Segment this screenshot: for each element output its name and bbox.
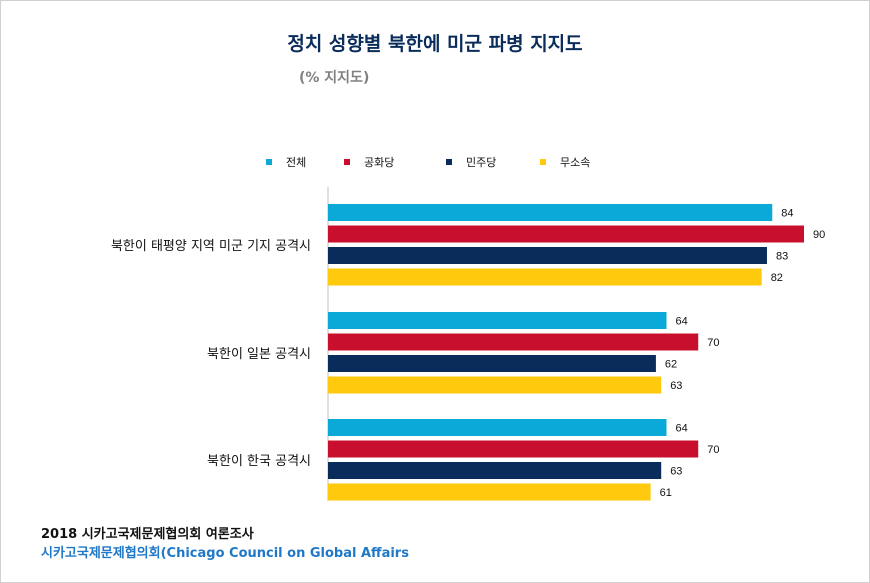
category-label: 북한이 일본 공격시 <box>207 347 311 362</box>
data-label: 82 <box>771 272 783 284</box>
legend-item-democrat: 민주당 <box>446 154 496 170</box>
legend-label: 무소속 <box>560 156 591 169</box>
bar <box>328 419 667 436</box>
bar <box>328 333 699 351</box>
bar <box>328 225 804 243</box>
data-label: 63 <box>670 466 682 478</box>
source-line-1: 2018 시카고국제문제협의회 여론조사 <box>41 527 254 542</box>
bar <box>328 312 667 329</box>
data-label: 84 <box>781 208 793 220</box>
data-label: 62 <box>665 359 677 371</box>
data-label: 70 <box>707 337 719 349</box>
legend-swatch <box>344 159 350 165</box>
bar <box>328 462 662 479</box>
data-label: 61 <box>660 487 672 499</box>
legend-swatch <box>540 159 546 165</box>
bar <box>328 483 651 501</box>
legend-label: 민주당 <box>466 156 497 169</box>
legend-swatch <box>266 159 272 165</box>
legend-swatch <box>446 159 452 165</box>
chart-subtitle: (% 지지도) <box>299 70 370 86</box>
legend-label: 공화당 <box>364 156 395 169</box>
bar <box>328 376 662 394</box>
data-label: 83 <box>776 251 788 263</box>
data-label: 64 <box>675 316 687 328</box>
category-label: 북한이 한국 공격시 <box>207 454 311 469</box>
bar <box>328 247 767 264</box>
source-line-2: 시카고국제문제협의회(Chicago Council on Global Aff… <box>41 546 409 561</box>
bar <box>328 440 699 458</box>
data-label: 63 <box>670 380 682 392</box>
bar <box>328 204 773 221</box>
data-label: 90 <box>813 229 825 241</box>
data-label: 64 <box>675 423 687 435</box>
legend-item-total: 전체 <box>266 154 306 170</box>
chart-title: 정치 성향별 북한에 미군 파병 지지도 <box>287 33 583 55</box>
legend-label: 전체 <box>286 156 307 169</box>
category-label: 북한이 태평양 지역 미군 기지 공격시 <box>111 239 311 254</box>
bar <box>328 355 656 372</box>
bar <box>328 268 762 286</box>
legend-item-republican: 공화당 <box>344 154 394 170</box>
data-label: 70 <box>707 444 719 456</box>
legend-item-independent: 무소속 <box>540 154 590 170</box>
